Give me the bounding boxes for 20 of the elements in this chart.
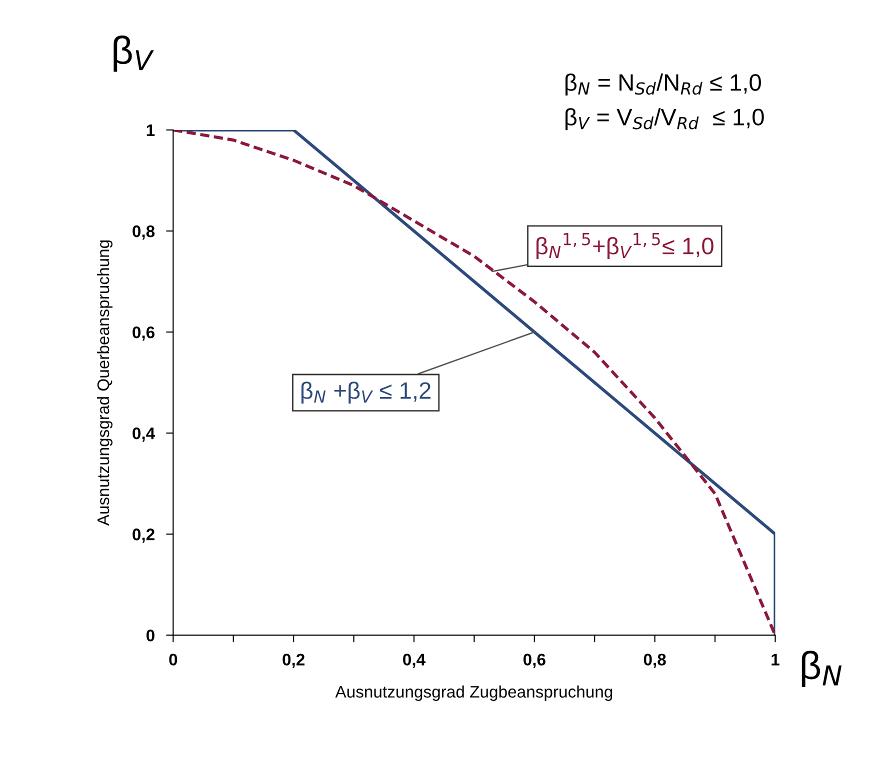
text: β$_{N}$ <box>802 650 842 688</box>
y-tick-label: 0,8 <box>132 225 155 240</box>
text: β$_{N}$ = N$_{Sd}$/N$_{Rd}$ ≤ 1,0 <box>566 73 761 96</box>
y-tick-label: 0,6 <box>132 326 155 341</box>
x-tick-label: 0,4 <box>403 654 426 668</box>
annotation: β$_{N}$ +β$_{V}$ ≤ 1,2 <box>301 382 430 404</box>
y-axis-title: Ausnutzungsgrad Querbeanspruchung <box>96 240 112 526</box>
x-axis-title: Ausnutzungsgrad Zugbeanspruchung <box>335 685 612 701</box>
y-tick-label: 0,4 <box>132 428 156 442</box>
x-tick-label: 1 <box>772 654 780 666</box>
text: β$_{V}$ <box>114 36 154 72</box>
y-tick-label: 1 <box>146 124 155 136</box>
x-tick-label: 0,6 <box>523 654 546 668</box>
x-tick-label: 0 <box>169 654 178 666</box>
annotation: β$_{V}$ = V$_{Sd}$/V$_{Rd}$ ≤ 1,0 <box>566 108 764 130</box>
x-tick-label: 0,2 <box>282 654 304 668</box>
y-tick-label: 0 <box>146 630 154 642</box>
y-tick-label: 0,2 <box>132 528 154 543</box>
annotation: β$_{N}$$^{1,5}$+β$_{V}$$^{1,5}$≤ 1,0 <box>536 233 714 260</box>
x-tick-label: 0,8 <box>644 654 666 668</box>
